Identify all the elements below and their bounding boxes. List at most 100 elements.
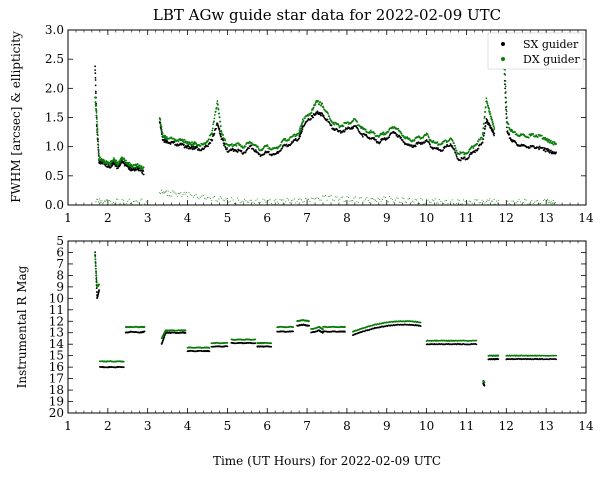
point-dx-guider: [314, 103, 317, 106]
point-sx-guider: [455, 155, 458, 158]
point-ellipticity: [165, 191, 167, 193]
point-sx-guider: [303, 123, 306, 126]
point-sx-guider: [443, 147, 446, 150]
point-ellipticity: [219, 196, 221, 198]
point-ellipticity: [196, 196, 199, 198]
point-ellipticity: [169, 195, 171, 197]
point-dx-guider: [214, 110, 217, 113]
point-sx-guider: [463, 156, 466, 159]
bottom-panel: 1 2 3 4 5 6 7 8 9 10 11 12 13 14567891011121314151617…: [15, 234, 594, 433]
point-dx-guider: [397, 127, 400, 130]
point-dx-guider: [142, 166, 145, 169]
point-ellipticity: [339, 198, 341, 200]
point-sx-guider: [429, 143, 431, 146]
point-ellipticity: [241, 201, 243, 203]
point-ellipticity: [202, 195, 204, 197]
point-ellipticity: [535, 200, 537, 202]
point-dx-guider: [337, 123, 340, 126]
point-ellipticity: [232, 199, 234, 201]
point-ellipticity: [226, 197, 228, 200]
point-sx-guider: [388, 136, 390, 139]
point-sx-guider: [356, 127, 359, 130]
point-dx-guider: [481, 138, 484, 141]
point-dx-guider: [427, 136, 430, 139]
point-dx-guider: [483, 381, 486, 384]
point-dx-guider: [527, 136, 530, 139]
point-ellipticity: [175, 193, 177, 195]
point-ellipticity: [400, 202, 402, 204]
bottom-x-tick-label: 11: [459, 419, 474, 433]
top-y-tick-label: 1.5: [45, 111, 64, 125]
point-ellipticity: [410, 202, 412, 204]
point-sx-guider: [484, 128, 486, 130]
point-dx-guider: [181, 138, 184, 141]
point-sx-guider: [468, 155, 471, 157]
point-ellipticity: [171, 195, 173, 197]
point-sx-guider: [300, 131, 303, 134]
point-ellipticity: [403, 197, 405, 199]
point-dx-guider: [96, 283, 98, 286]
point-ellipticity: [228, 201, 230, 203]
point-ellipticity: [107, 202, 109, 204]
point-ellipticity: [369, 201, 371, 203]
point-dx-guider: [318, 103, 321, 106]
point-sx-guider: [216, 123, 219, 126]
point-dx-guider: [488, 108, 491, 110]
point-sx-guider: [217, 125, 220, 128]
bottom-ticks: 1 2 3 4 5 6 7 8 9 10 11 12 13 14567891011121314151617…: [49, 234, 594, 433]
point-ellipticity: [413, 201, 415, 203]
point-sx-guider: [491, 128, 493, 131]
point-ellipticity: [208, 196, 210, 198]
point-dx-guider: [160, 126, 163, 128]
point-ellipticity: [461, 203, 463, 205]
point-ellipticity: [302, 201, 304, 203]
point-ellipticity: [342, 196, 344, 198]
point-sx-guider: [95, 287, 98, 290]
point-dx-guider: [112, 157, 115, 159]
point-dx-guider: [344, 326, 346, 329]
point-ellipticity: [225, 198, 227, 200]
point-dx-guider: [400, 132, 403, 135]
point-dx-guider: [486, 100, 488, 103]
point-dx-guider: [224, 139, 227, 142]
point-ellipticity: [322, 195, 324, 197]
point-dx-guider: [419, 321, 422, 324]
point-dx-guider: [445, 139, 447, 142]
point-dx-guider: [96, 123, 99, 126]
bottom-y-tick-label: 5: [56, 234, 64, 248]
point-dx-guider: [195, 142, 197, 145]
point-ellipticity: [184, 193, 186, 195]
point-sx-guider: [184, 332, 187, 334]
point-sx-guider: [504, 83, 506, 86]
point-ellipticity: [236, 197, 238, 199]
point-ellipticity: [531, 200, 533, 202]
point-dx-guider: [95, 276, 98, 279]
point-sx-guider: [141, 172, 144, 175]
point-ellipticity: [262, 198, 264, 200]
top-x-tick-label: 1: [64, 211, 72, 225]
point-ellipticity: [124, 203, 126, 205]
point-dx-guider: [141, 168, 144, 170]
point-dx-guider: [426, 133, 429, 136]
point-ellipticity: [310, 197, 312, 199]
point-dx-guider: [208, 138, 211, 141]
point-sx-guider: [476, 149, 479, 152]
point-ellipticity: [117, 198, 119, 200]
top-y-tick-label: 1.0: [45, 140, 64, 154]
point-sx-guider: [455, 154, 458, 156]
point-dx-guider: [122, 360, 125, 363]
point-ellipticity: [168, 194, 170, 197]
point-ellipticity: [510, 203, 512, 205]
top-x-tick-label: 10: [419, 211, 434, 225]
bottom-y-tick-label: 20: [49, 406, 64, 420]
point-dx-guider: [470, 146, 472, 149]
point-ellipticity: [100, 202, 102, 204]
point-ellipticity: [243, 198, 246, 200]
point-dx-guider: [487, 105, 489, 107]
point-dx-guider: [483, 122, 486, 125]
point-sx-guider: [218, 127, 221, 130]
point-dx-guider: [302, 119, 305, 122]
point-sx-guider: [544, 150, 547, 153]
point-ellipticity: [188, 192, 190, 194]
point-ellipticity: [265, 201, 267, 203]
